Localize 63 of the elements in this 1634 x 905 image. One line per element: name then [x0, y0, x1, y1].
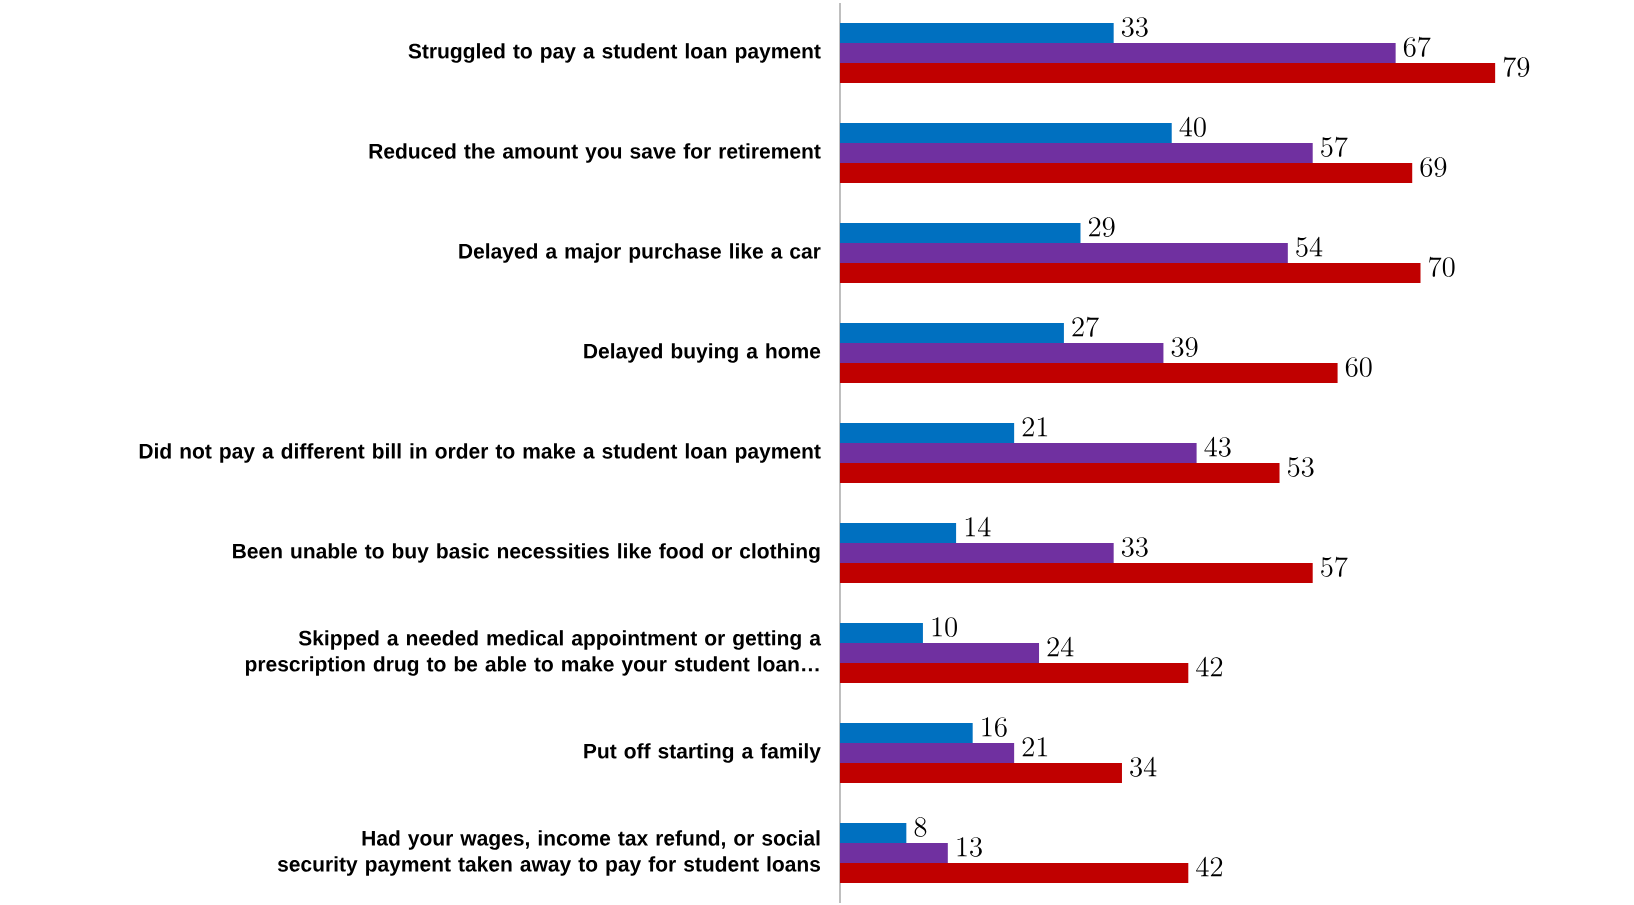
bar: [839, 822, 907, 843]
bar: [839, 442, 1197, 463]
y-tick-label: Reduced the amount you save for retirement: [369, 143, 821, 163]
bar: [839, 842, 948, 863]
data-label: 33: [1121, 537, 1148, 557]
data-label: 14: [965, 516, 991, 537]
bar: [839, 62, 1496, 83]
bar: [839, 322, 1064, 343]
bar: [839, 142, 1313, 163]
data-label: 79: [1503, 56, 1530, 77]
y-tick-label: Had your wages, income tax refund, or social security payment taken away to pay for student loans: [277, 830, 821, 876]
data-label: 42: [1196, 656, 1223, 677]
bar: [839, 362, 1338, 383]
bar: [839, 342, 1164, 363]
data-label: 53: [1288, 457, 1314, 477]
bar: [839, 862, 1189, 883]
data-label: 10: [932, 617, 957, 637]
data-label: 60: [1345, 357, 1372, 377]
data-label: 67: [1403, 36, 1431, 57]
data-label: 43: [1204, 436, 1231, 457]
data-label: 27: [1072, 316, 1099, 337]
bar: [839, 542, 1114, 563]
data-label: 57: [1321, 556, 1348, 577]
bar: [839, 762, 1122, 783]
y-tick-label: Put off starting a family: [584, 743, 821, 763]
data-label: 8: [914, 817, 927, 837]
data-label: 70: [1429, 256, 1455, 277]
y-tick-label: Been unable to buy basic necessities like food or clothing: [233, 543, 820, 563]
bar: [839, 562, 1313, 583]
y-tick-label: Did not pay a different bill in order to make a student loan payment: [139, 443, 821, 463]
bar: [839, 222, 1081, 243]
data-label: 69: [1420, 157, 1447, 177]
bar: [839, 42, 1396, 63]
data-label: 29: [1088, 217, 1115, 237]
bar: [839, 522, 957, 543]
bar: [839, 642, 1040, 663]
bar: [839, 122, 1172, 143]
data-label: 34: [1130, 756, 1157, 777]
y-tick-label: Delayed a major purchase like a car: [459, 243, 821, 263]
data-label: 40: [1179, 116, 1206, 137]
y-tick-label: Delayed buying a home: [584, 343, 821, 363]
bar: [839, 422, 1015, 443]
data-label: 21: [1022, 737, 1048, 757]
bar: [839, 662, 1189, 683]
bar: [839, 722, 973, 743]
data-label: 39: [1171, 337, 1198, 357]
data-label: 54: [1296, 236, 1323, 257]
bar: [839, 242, 1288, 263]
data-label: 42: [1196, 856, 1223, 877]
data-label: 24: [1047, 636, 1074, 657]
bar: [839, 162, 1413, 183]
bar: [839, 22, 1114, 43]
data-label: 16: [982, 717, 1007, 737]
data-label: 13: [957, 837, 982, 857]
bar: [839, 262, 1421, 283]
bar: [839, 742, 1015, 763]
y-tick-label: Struggled to pay a student loan payment: [408, 43, 821, 63]
bar: [839, 622, 923, 643]
data-label: 57: [1321, 136, 1348, 157]
data-label: 21: [1022, 417, 1048, 437]
data-label: 33: [1121, 17, 1148, 37]
y-tick-label: Skipped a needed medical appointment or getting a prescription drug to be able to make your student loan…: [245, 630, 822, 676]
bar: [839, 462, 1280, 483]
